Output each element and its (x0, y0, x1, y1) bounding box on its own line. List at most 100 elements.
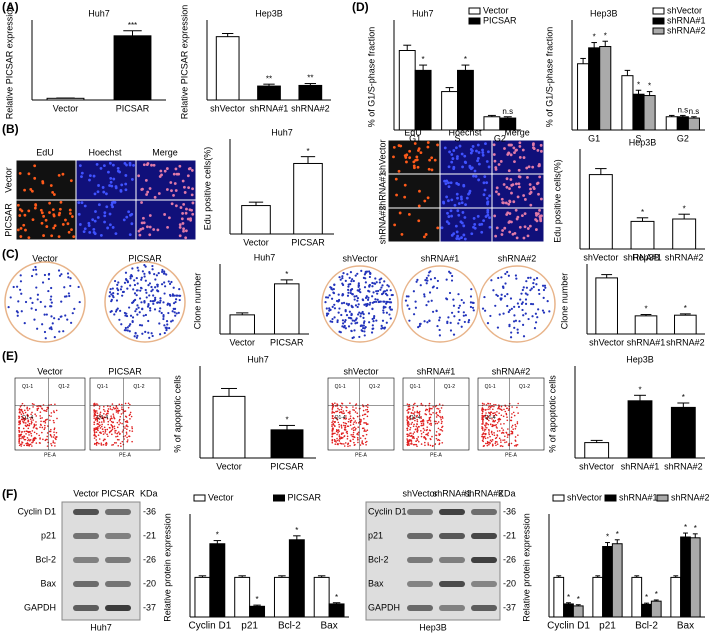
event (98, 442, 100, 445)
colony (149, 309, 152, 312)
colony (379, 288, 382, 291)
event (498, 437, 501, 440)
event (27, 420, 29, 423)
cell (537, 192, 540, 196)
cell (67, 230, 71, 234)
x-tick-label: G1 (409, 133, 421, 143)
cell (112, 177, 116, 181)
cell (481, 151, 485, 154)
colony (382, 311, 385, 314)
cell (539, 214, 543, 218)
colony (356, 272, 359, 275)
colony (445, 278, 448, 281)
event (102, 417, 104, 420)
event (414, 428, 417, 431)
legend-label: PICSAR (483, 15, 517, 25)
colony (163, 270, 166, 273)
event (425, 408, 428, 411)
event (28, 438, 30, 441)
colony (500, 276, 503, 279)
cell (499, 160, 503, 163)
colony (328, 294, 331, 297)
cell (175, 172, 179, 176)
cell (148, 225, 152, 229)
significance: * (682, 393, 685, 402)
cell (516, 195, 520, 199)
image-column-label: Hoechst (88, 147, 122, 157)
colony (509, 336, 513, 339)
bar (414, 69, 432, 131)
quadrant-label: Q1-2 (444, 384, 455, 390)
event (121, 406, 123, 408)
bar (676, 116, 689, 131)
event (349, 424, 352, 426)
colony (53, 317, 56, 320)
event (491, 439, 494, 441)
colony (163, 292, 166, 295)
event (336, 403, 338, 405)
cell (473, 223, 477, 226)
y-axis-label: Edu positive cells(%) (202, 147, 212, 231)
colony (374, 298, 377, 301)
colony (131, 267, 134, 270)
cell (469, 148, 473, 151)
cell (447, 181, 450, 185)
colony (506, 304, 509, 308)
event (55, 435, 57, 438)
event (111, 403, 114, 405)
colony (351, 293, 354, 296)
cell (436, 226, 440, 230)
event (54, 403, 56, 406)
colony (133, 335, 136, 338)
event (364, 441, 367, 444)
cell (503, 147, 506, 150)
colony (380, 277, 383, 280)
cell (403, 183, 407, 187)
event (416, 427, 419, 429)
event (107, 412, 109, 415)
event (110, 420, 113, 423)
colony (165, 327, 168, 330)
colony (463, 320, 466, 324)
event (95, 442, 98, 445)
colony (464, 314, 467, 317)
colony (47, 277, 50, 281)
event (496, 434, 498, 436)
cell (480, 222, 484, 226)
bar (274, 283, 300, 335)
colony (378, 300, 381, 303)
colony (135, 336, 138, 339)
colony (36, 293, 40, 296)
event (115, 442, 117, 444)
colony (383, 280, 386, 283)
colony (36, 327, 39, 330)
cell (91, 218, 95, 222)
event (407, 425, 410, 428)
event (39, 415, 41, 417)
event (25, 442, 28, 445)
colony (66, 272, 70, 275)
event (410, 434, 413, 437)
cell (514, 182, 518, 186)
colony (143, 301, 146, 304)
bar (611, 543, 623, 618)
colony (133, 292, 137, 295)
event (34, 413, 36, 415)
x-tick-label: shRNA#2 (664, 461, 703, 471)
event (432, 444, 434, 447)
event (333, 411, 336, 414)
cell (424, 233, 428, 236)
event (362, 409, 365, 412)
event (50, 428, 52, 431)
event (486, 426, 488, 429)
event (423, 429, 426, 431)
colony (350, 322, 353, 325)
event (496, 443, 499, 445)
event (131, 427, 134, 430)
event (25, 433, 27, 435)
bar (288, 539, 305, 618)
cell (394, 177, 398, 181)
event (98, 407, 101, 410)
event (361, 414, 364, 417)
